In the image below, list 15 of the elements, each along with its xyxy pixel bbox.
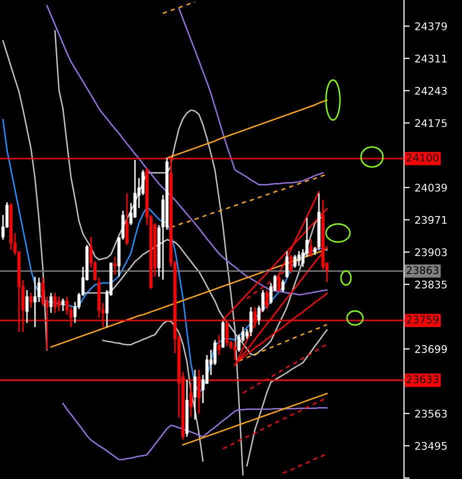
y-tick-label: 24379 bbox=[415, 22, 447, 30]
y-tick-label: 24039 bbox=[415, 184, 447, 192]
ref-line-label: 24100 bbox=[406, 154, 438, 162]
ref-line-label: 23759 bbox=[406, 316, 438, 324]
y-tick-label: 24311 bbox=[415, 54, 447, 62]
y-tick-label: 23495 bbox=[415, 442, 447, 450]
y-tick-label: 24243 bbox=[415, 86, 447, 95]
y-tick-label: 23971 bbox=[415, 216, 447, 224]
y-tick-label: 23903 bbox=[415, 248, 447, 256]
ref-line-label: 23633 bbox=[406, 375, 438, 384]
y-tick-label: 23563 bbox=[415, 410, 447, 418]
y-tick-label: 23699 bbox=[415, 345, 447, 354]
y-tick-label: 23835 bbox=[415, 280, 447, 288]
y-tick-label: 24175 bbox=[415, 119, 447, 128]
ref-line-label: 23863 bbox=[406, 266, 438, 274]
